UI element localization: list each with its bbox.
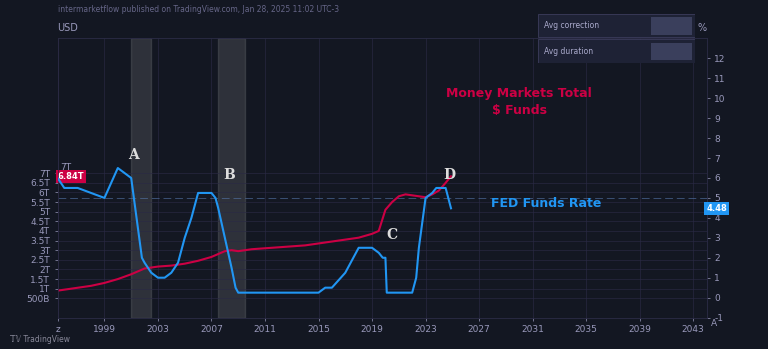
Text: USD: USD — [58, 23, 78, 33]
Text: 4.48: 4.48 — [707, 204, 727, 213]
Text: D: D — [444, 168, 455, 182]
Text: 𝕋𝕍 TradingView: 𝕋𝕍 TradingView — [10, 335, 70, 344]
Bar — [538, 14, 695, 37]
Bar — [538, 39, 695, 63]
Text: Avg duration: Avg duration — [544, 47, 593, 55]
Text: 7T: 7T — [60, 163, 71, 172]
Bar — [651, 43, 692, 60]
Text: 6.84T: 6.84T — [58, 172, 84, 181]
Bar — [131, 38, 151, 318]
Text: Money Markets Total
$ Funds: Money Markets Total $ Funds — [446, 87, 592, 117]
Text: B: B — [223, 168, 235, 182]
Text: C: C — [386, 228, 398, 242]
Text: FED Funds Rate: FED Funds Rate — [491, 198, 601, 210]
Text: %: % — [697, 23, 707, 33]
Text: A: A — [710, 319, 717, 328]
Bar — [651, 17, 692, 35]
Text: A: A — [128, 148, 139, 162]
Bar — [218, 38, 245, 318]
Text: intermarketflow published on TradingView.com, Jan 28, 2025 11:02 UTC-3: intermarketflow published on TradingView… — [58, 5, 339, 14]
Text: Avg correction: Avg correction — [544, 21, 599, 30]
